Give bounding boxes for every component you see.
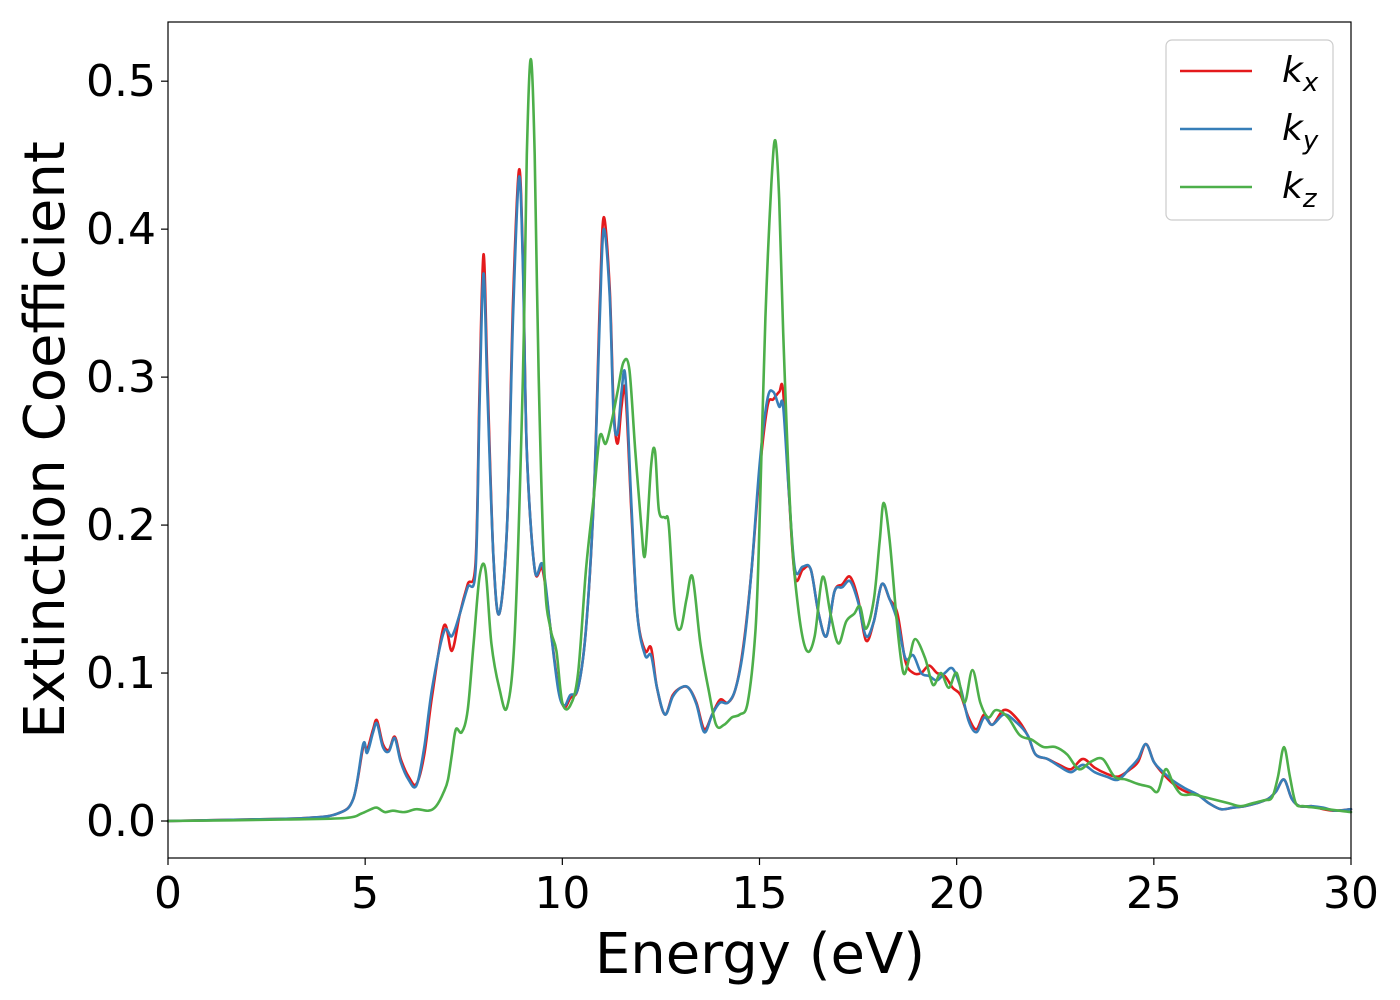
legend: kx ky kz	[1165, 39, 1334, 221]
plot-lines	[166, 57, 1353, 823]
x-tick-label: 0	[154, 868, 182, 919]
legend-label-k-x: kx	[1282, 50, 1319, 98]
legend-label-k-y: ky	[1282, 108, 1319, 156]
x-tick-label: 10	[534, 868, 590, 919]
y-tick-label: 0.5	[86, 56, 156, 107]
x-tick-label: 30	[1323, 868, 1379, 919]
x-tick-label: 25	[1126, 868, 1182, 919]
y-tick-label: 0.4	[86, 204, 156, 255]
y-tick-label: 0.3	[86, 352, 156, 403]
series-line-k-y	[166, 175, 1353, 823]
x-axis-label: Energy (eV)	[595, 922, 925, 987]
x-axis-ticks: 0 5 10 15 20 25 30	[154, 858, 1379, 919]
y-axis-label: Extinction Coefficient	[13, 141, 78, 739]
series-line-k-z	[166, 57, 1353, 823]
x-tick-label: 20	[929, 868, 985, 919]
y-axis-ticks: 0.0 0.1 0.2 0.3 0.4 0.5	[86, 56, 168, 847]
x-tick-label: 15	[732, 868, 788, 919]
legend-label-k-z: kz	[1282, 166, 1318, 214]
y-tick-label: 0.0	[86, 796, 156, 847]
y-tick-label: 0.2	[86, 500, 156, 551]
x-tick-label: 5	[351, 868, 379, 919]
y-tick-label: 0.1	[86, 648, 156, 699]
